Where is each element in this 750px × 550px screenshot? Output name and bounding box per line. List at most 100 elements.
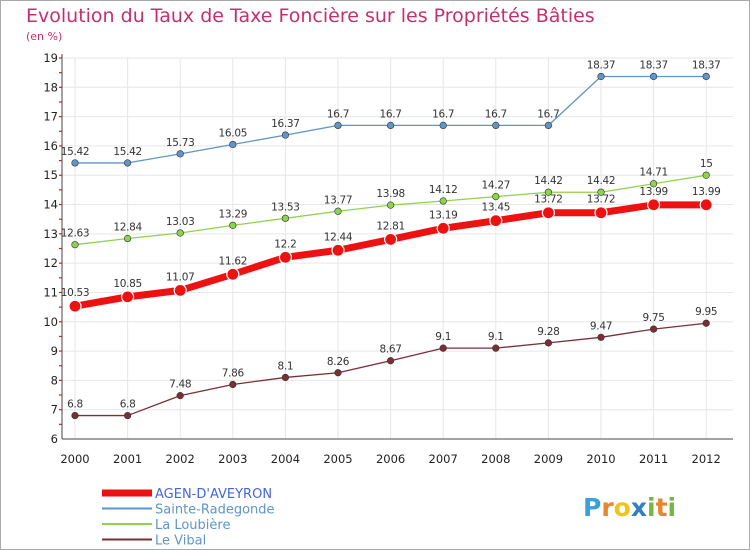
data-point <box>176 392 184 400</box>
data-label: 18.37 <box>639 59 668 71</box>
data-label: 12.2 <box>274 238 296 250</box>
y-tick-label: 13 <box>43 227 58 241</box>
data-label: 12.44 <box>324 231 353 243</box>
data-label: 9.1 <box>488 331 504 343</box>
data-label: 12.81 <box>376 220 405 232</box>
series-layer: 15.42 15.42 15.73 16.05 16.37 16.7 16.7 16.7 16.… <box>61 59 721 420</box>
series-agen-d-aveyron: 10.53 10.85 11.07 11.62 12.2 12.44 12.81 13.19 1… <box>61 186 721 313</box>
brand-text: Proxiti <box>583 493 676 522</box>
x-tick-label: 2011 <box>639 452 668 466</box>
x-tick-label: 2001 <box>113 452 142 466</box>
data-point <box>492 344 500 352</box>
data-label: 7.86 <box>222 367 245 379</box>
data-label: 18.37 <box>692 59 721 71</box>
data-point <box>281 373 290 382</box>
data-label: 16.05 <box>219 127 248 139</box>
data-point <box>492 121 500 130</box>
brand-letter: t <box>656 493 668 522</box>
x-tick-label: 2007 <box>429 452 458 466</box>
series-sainte-radegonde: 15.42 15.42 15.73 16.05 16.37 16.7 16.7 16.7 16.… <box>61 59 721 167</box>
data-point <box>649 72 658 81</box>
data-point <box>281 131 290 139</box>
data-label: 11.62 <box>219 255 248 267</box>
data-label: 15.73 <box>166 137 195 149</box>
data-point <box>489 214 503 228</box>
data-point <box>384 232 398 247</box>
axes: 6 7 8 9 10 11 12 13 14 15 16 17 18 19 2000 2001 2002 2003… <box>43 51 733 466</box>
data-point <box>71 241 79 249</box>
data-point <box>173 283 187 298</box>
data-point <box>702 319 710 327</box>
data-label: 15 <box>700 158 713 170</box>
data-point <box>387 357 395 365</box>
data-label: 16.7 <box>327 108 349 120</box>
data-label: 6.8 <box>67 399 83 411</box>
brand-letter: r <box>601 493 614 522</box>
x-tick-label: 2004 <box>271 452 300 466</box>
chart-subtitle: (en %) <box>26 30 62 43</box>
brand-letter: i <box>668 493 677 522</box>
data-point <box>387 201 395 209</box>
data-label: 15.42 <box>113 146 142 158</box>
x-tick-label: 2005 <box>323 452 352 466</box>
x-tick-label: 2008 <box>481 452 510 466</box>
y-tick-label: 15 <box>43 168 58 182</box>
chart-title: Evolution du Taux de Taxe Foncière sur l… <box>26 5 595 27</box>
data-point <box>492 193 500 201</box>
data-label: 14.12 <box>429 184 458 196</box>
data-label: 13.72 <box>534 194 563 206</box>
data-point <box>281 214 290 222</box>
data-label: 7.48 <box>169 379 191 391</box>
data-label: 9.47 <box>590 320 612 332</box>
data-point <box>278 250 292 264</box>
y-tick-label: 11 <box>43 285 58 299</box>
data-point <box>649 325 658 333</box>
data-point <box>439 197 447 205</box>
y-tick-label: 14 <box>43 198 58 212</box>
data-label: 16.37 <box>271 118 300 130</box>
y-tick-label: 12 <box>43 256 58 270</box>
data-point <box>120 290 135 304</box>
y-tick-label: 16 <box>43 139 58 153</box>
series-le-vibal: 6.8 6.8 7.48 7.86 8.1 8.26 8.67 9.1 9.1 9.28 9.47 9… <box>67 306 718 420</box>
data-point <box>387 121 395 130</box>
data-label: 16.7 <box>537 108 559 120</box>
data-label: 13.29 <box>219 208 248 220</box>
data-point <box>699 198 713 212</box>
data-point <box>544 121 553 130</box>
brand-letter: o <box>614 493 631 522</box>
legend-label: AGEN-D'AVEYRON <box>155 487 272 502</box>
data-point <box>176 150 184 158</box>
legend-label: Sainte-Radegonde <box>155 503 275 518</box>
data-label: 11.07 <box>166 271 195 283</box>
data-point <box>544 339 553 347</box>
data-label: 13.19 <box>429 209 458 221</box>
series-la-loubi-re: 12.63 12.84 13.03 13.29 13.53 13.77 13.98 14.12… <box>61 158 713 249</box>
data-label: 15.42 <box>61 146 90 158</box>
data-label: 14.42 <box>587 175 616 187</box>
x-tick-label: 2010 <box>586 452 615 466</box>
data-point <box>229 221 237 229</box>
data-label: 6.8 <box>120 399 136 411</box>
data-point <box>541 206 556 220</box>
data-label: 9.75 <box>643 312 665 324</box>
data-point <box>123 411 132 420</box>
data-point <box>334 207 342 215</box>
data-label: 8.26 <box>327 356 350 368</box>
data-point <box>702 72 710 81</box>
legend-label: Le Vibal <box>155 534 206 549</box>
data-label: 12.63 <box>61 228 90 240</box>
data-point <box>597 333 605 341</box>
data-label: 13.98 <box>376 188 405 200</box>
data-point <box>702 171 710 179</box>
x-tick-label: 2000 <box>60 452 89 466</box>
data-label: 16.7 <box>485 108 507 120</box>
data-label: 9.28 <box>537 326 559 338</box>
brand-letter: i <box>647 493 656 522</box>
data-point <box>439 344 447 352</box>
data-label: 13.03 <box>166 216 195 228</box>
brand-letter: P <box>583 493 601 522</box>
data-label: 16.7 <box>380 108 402 120</box>
